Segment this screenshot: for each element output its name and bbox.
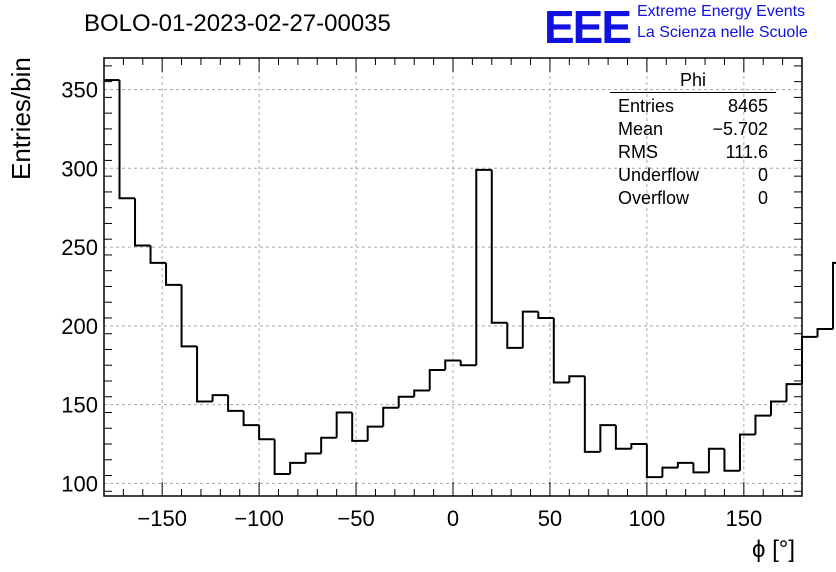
stats-value: 8465 [727, 96, 768, 116]
stats-value: −5.702 [712, 119, 768, 139]
logo-subtitle-line1: Extreme Energy Events [637, 3, 806, 20]
histogram-bin [661, 466, 678, 478]
histogram-bin [692, 462, 709, 474]
histogram-bin [801, 335, 818, 385]
histogram-bin [723, 448, 740, 472]
histogram-bin [754, 414, 771, 435]
logo-subtitle-line2: La Scienza nelle Scuole [637, 24, 808, 41]
stats-row-entries: Entries 8465 [610, 95, 776, 118]
histogram-bin [785, 383, 802, 402]
y-axis-label: Entries/bin [6, 57, 36, 180]
histogram-bin [304, 452, 322, 463]
stats-row-underflow: Underflow 0 [610, 164, 776, 187]
histogram-bin [816, 327, 834, 337]
histogram-bin [149, 245, 167, 264]
histogram-bin [242, 410, 260, 427]
x-tick-label: −150 [137, 506, 187, 531]
histogram-bin [738, 433, 756, 471]
stats-label: RMS [618, 142, 658, 162]
histogram-bin [273, 439, 291, 475]
histogram-bin [707, 447, 725, 473]
y-tick-label: 200 [61, 314, 98, 339]
stats-row-rms: RMS 111.6 [610, 141, 776, 164]
x-tick-label: −50 [337, 506, 374, 531]
histogram-bin [196, 346, 213, 403]
y-tick-label: 150 [61, 393, 98, 418]
histogram-bin [413, 389, 430, 397]
histogram-bin [506, 322, 523, 349]
histogram-bin [320, 436, 337, 454]
histogram-bin [444, 359, 461, 370]
histogram-bin [537, 311, 554, 319]
histogram-bin [490, 169, 508, 324]
stats-value: 111.6 [725, 142, 768, 162]
stats-label: Overflow [618, 188, 690, 208]
x-tick-label: −100 [234, 506, 284, 531]
stats-box-title: Phi [610, 70, 776, 93]
stats-box: Phi Entries 8465 Mean −5.702 RMS 111.6 U… [610, 70, 776, 210]
x-axis-label: ϕ [°] [752, 536, 796, 563]
stats-value: 0 [757, 188, 768, 208]
histogram-bin [475, 168, 492, 366]
stats-value: 0 [757, 165, 768, 185]
y-tick-label: 250 [61, 235, 98, 260]
histogram-bin [630, 443, 647, 449]
stats-row-mean: Mean −5.702 [610, 118, 776, 141]
y-tick-label: 100 [61, 471, 98, 496]
chart-title: BOLO-01-2023-02-27-00035 [84, 10, 391, 37]
histogram-bin [289, 461, 306, 474]
histogram-bin [428, 368, 446, 391]
histogram-bin [211, 394, 229, 402]
histogram-bin [335, 411, 353, 438]
y-tick-label: 300 [61, 156, 98, 181]
eee-logo: EEE [544, 1, 632, 53]
histogram-bin [521, 310, 539, 348]
histogram-bin [366, 425, 384, 441]
histogram-bin [118, 80, 136, 200]
histogram-bin [227, 395, 244, 412]
y-tick-label: 350 [61, 78, 98, 103]
x-tick-label: 0 [447, 506, 459, 531]
histogram-bin [676, 461, 694, 468]
histogram-bin [134, 198, 151, 247]
histogram-bin [165, 262, 182, 286]
stats-label: Underflow [618, 165, 700, 185]
histogram-bin [258, 425, 275, 441]
histogram-bin [614, 425, 632, 450]
x-tick-label: 150 [725, 506, 762, 531]
stats-label: Mean [618, 119, 664, 139]
histogram-bin [351, 412, 368, 442]
histogram-bin [397, 395, 415, 408]
histogram-bin [382, 406, 399, 427]
histogram-bin [645, 444, 663, 479]
histogram-bin [568, 375, 585, 383]
stats-label: Entries [618, 96, 675, 116]
histogram-bin [599, 424, 616, 452]
histogram-bin [459, 360, 477, 367]
histogram-bin [552, 317, 570, 384]
histogram-bin [832, 261, 836, 329]
stats-row-overflow: Overflow 0 [610, 187, 776, 210]
histogram-bin [583, 376, 601, 453]
histogram-bin [180, 284, 198, 348]
histogram-bin [769, 400, 787, 416]
x-tick-label: 100 [629, 506, 666, 531]
x-tick-label: 50 [538, 506, 562, 531]
